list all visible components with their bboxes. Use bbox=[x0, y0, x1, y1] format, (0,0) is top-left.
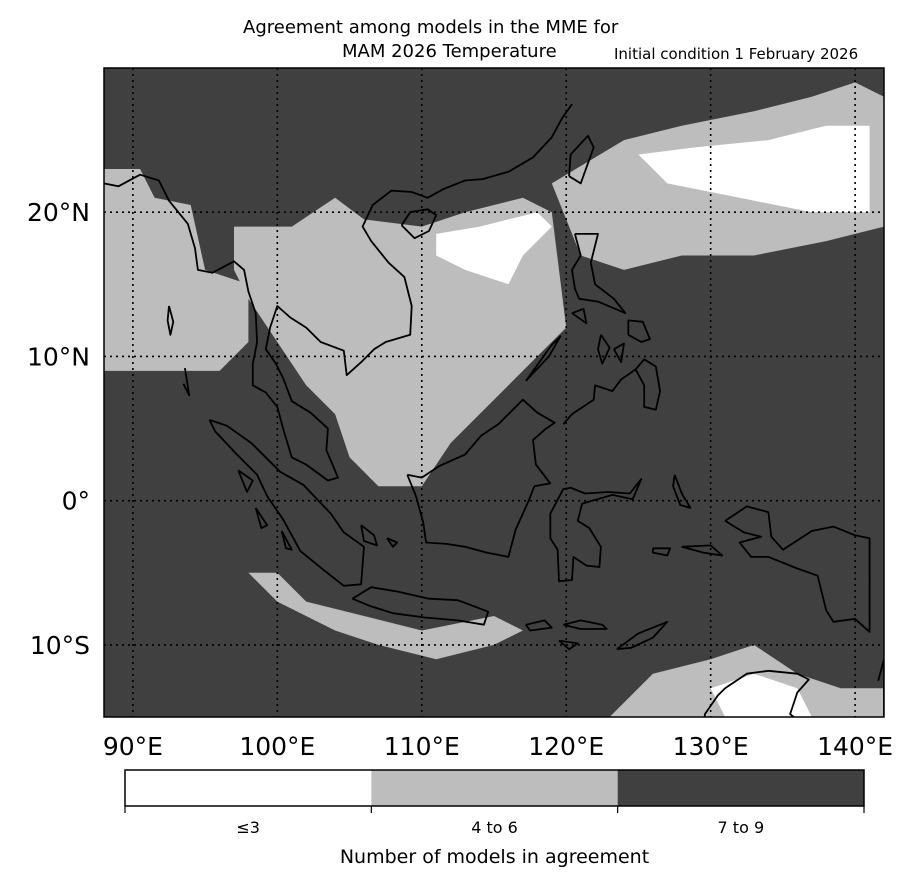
chart-title-line2: MAM 2026 Temperature bbox=[342, 41, 557, 62]
coastline-3 bbox=[208, 419, 365, 587]
coastline-9 bbox=[616, 620, 669, 651]
colorbar-segment-1 bbox=[371, 770, 618, 806]
coastline-24 bbox=[166, 305, 175, 336]
coastline-16 bbox=[877, 658, 884, 717]
colorbar-label: ≤3 bbox=[236, 818, 260, 837]
gridlines bbox=[104, 68, 884, 717]
coastline-11 bbox=[672, 474, 692, 509]
coastline-30 bbox=[386, 537, 399, 548]
plot-frame bbox=[103, 67, 885, 718]
colorbar-segment-0 bbox=[125, 770, 372, 806]
x-tick-label: 120°E bbox=[528, 732, 604, 761]
x-tick-label: 110°E bbox=[384, 732, 460, 761]
coastline-20 bbox=[597, 334, 611, 365]
region-bay-of-bengal-myanmar bbox=[104, 169, 249, 371]
coastline-4 bbox=[351, 586, 490, 626]
x-tick-label: 90°E bbox=[103, 732, 163, 761]
region-south-china-sea-core bbox=[436, 212, 552, 285]
plot-area bbox=[104, 68, 884, 717]
coastline-26 bbox=[237, 469, 254, 493]
region-indian-ocean-south-of-java bbox=[248, 572, 523, 660]
coastline-18 bbox=[571, 233, 627, 315]
coastlines bbox=[104, 103, 884, 717]
colorbar-label: 7 to 9 bbox=[718, 818, 765, 837]
coastline-12 bbox=[652, 547, 672, 557]
initial-condition-label: Initial condition 1 February 2026 bbox=[614, 45, 859, 63]
coastline-5 bbox=[406, 398, 556, 558]
x-tick-label: 140°E bbox=[817, 732, 893, 761]
y-tick-label: 0° bbox=[62, 487, 90, 516]
coastline-8 bbox=[563, 619, 608, 630]
coastline-7 bbox=[525, 619, 553, 632]
colorbar-frame bbox=[124, 769, 865, 807]
coastline-27 bbox=[254, 507, 269, 529]
agreement-regions bbox=[104, 82, 884, 717]
coastline-6 bbox=[549, 478, 643, 583]
x-axis-ticks: 90°E 100°E 110°E 120°E 130°E 140°E bbox=[103, 732, 893, 761]
chart-title-line1: Agreement among models in the MME for bbox=[243, 17, 619, 38]
colorbar-title: Number of models in agreement bbox=[340, 846, 649, 868]
coastline-29 bbox=[360, 524, 378, 547]
y-axis-ticks: 20°N 10°N 0° 10°S bbox=[27, 198, 90, 660]
coastline-10 bbox=[558, 639, 579, 651]
colorbar-segment-2 bbox=[617, 770, 864, 806]
coastline-22 bbox=[613, 342, 625, 364]
region-philippine-sea-core bbox=[638, 125, 870, 213]
coastline-2 bbox=[568, 134, 595, 185]
coastline-15 bbox=[703, 669, 810, 717]
y-tick-label: 20°N bbox=[27, 198, 90, 227]
coastline-28 bbox=[280, 530, 293, 551]
y-tick-label: 10°S bbox=[30, 631, 90, 660]
colorbar-label: 4 to 6 bbox=[471, 818, 518, 837]
y-tick-label: 10°N bbox=[27, 342, 90, 371]
x-tick-label: 130°E bbox=[673, 732, 749, 761]
coastline-23 bbox=[571, 308, 588, 325]
colorbar: ≤3 4 to 6 7 to 9 Number of models in agreem… bbox=[124, 769, 865, 868]
coastline-17 bbox=[562, 358, 661, 425]
x-tick-label: 100°E bbox=[239, 732, 315, 761]
coastline-0 bbox=[104, 103, 573, 482]
coastline-25 bbox=[182, 367, 191, 397]
coastline-14 bbox=[724, 505, 871, 633]
region-timor-sea-core bbox=[710, 673, 812, 717]
coastline-13 bbox=[681, 544, 724, 557]
coastline-21 bbox=[627, 319, 651, 343]
